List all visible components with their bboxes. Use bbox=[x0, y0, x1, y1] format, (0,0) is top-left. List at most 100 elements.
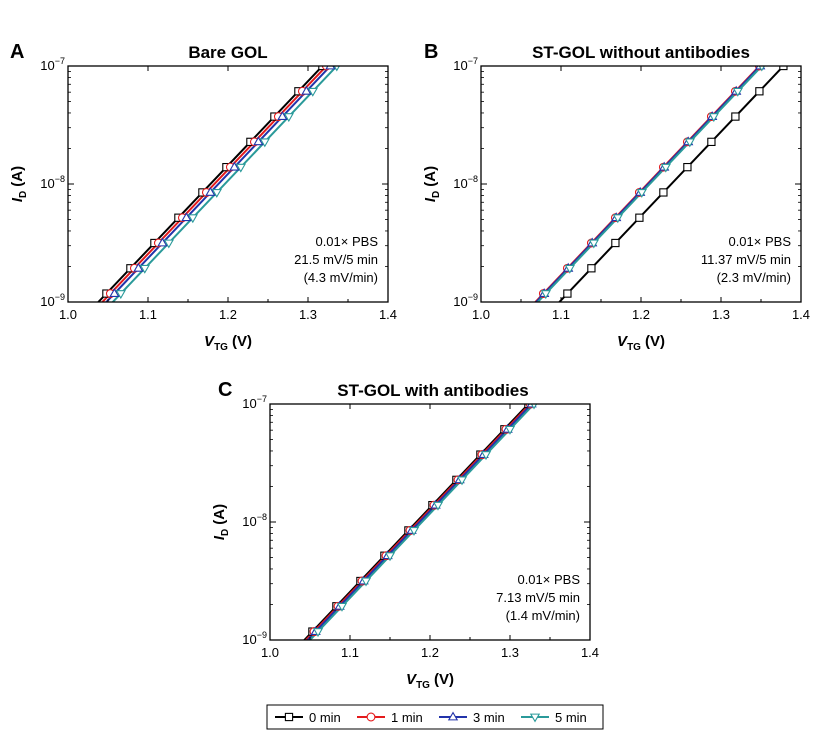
legend-marker bbox=[366, 712, 376, 722]
legend-label: 5 min bbox=[555, 710, 587, 725]
data-point bbox=[333, 66, 340, 72]
data-point bbox=[530, 404, 538, 410]
plot-area bbox=[534, 66, 788, 302]
data-point bbox=[408, 526, 420, 536]
data-point bbox=[115, 290, 126, 300]
x-axis-label: VTG (V) bbox=[406, 671, 454, 691]
data-point bbox=[384, 552, 396, 562]
y-tick-label: 10−9 bbox=[40, 292, 65, 309]
legend-marker bbox=[529, 713, 541, 723]
y-tick-label: 10−9 bbox=[453, 292, 478, 309]
data-point bbox=[611, 238, 620, 248]
data-point bbox=[684, 138, 695, 148]
annotation-line: 21.5 mV/5 min bbox=[294, 252, 378, 267]
data-point bbox=[181, 212, 192, 222]
data-point bbox=[259, 138, 270, 148]
data-point bbox=[588, 239, 599, 249]
annotation-line: 0.01× PBS bbox=[315, 234, 378, 249]
series-line-3-min bbox=[306, 404, 533, 640]
y-tick-label: 10−7 bbox=[242, 394, 267, 411]
chart-title: Bare GOL bbox=[188, 43, 267, 62]
data-point bbox=[731, 112, 740, 121]
x-tick-label: 1.4 bbox=[581, 645, 599, 660]
panel-letter: C bbox=[218, 379, 232, 401]
data-point bbox=[732, 87, 743, 97]
y-tick-label: 10−7 bbox=[453, 56, 478, 73]
legend-marker bbox=[284, 712, 294, 722]
x-tick-label: 1.3 bbox=[712, 307, 730, 322]
data-point bbox=[312, 628, 324, 638]
annotation-line: (1.4 mV/min) bbox=[506, 608, 580, 623]
annotation-line: 0.01× PBS bbox=[728, 234, 791, 249]
plot-area bbox=[303, 404, 538, 640]
legend: 0 min 1 min 3 min 5 min bbox=[266, 704, 604, 730]
data-point bbox=[205, 186, 216, 196]
x-tick-label: 1.0 bbox=[472, 307, 490, 322]
data-point bbox=[707, 137, 716, 147]
data-point bbox=[253, 136, 264, 146]
data-point bbox=[283, 113, 294, 123]
annotation-line: (4.3 mV/min) bbox=[304, 270, 378, 285]
data-point bbox=[211, 188, 222, 198]
data-point bbox=[504, 425, 516, 435]
series-line-3-min bbox=[534, 66, 762, 302]
panel-letter: A bbox=[10, 41, 24, 63]
y-axis-label: ID(A) bbox=[211, 504, 231, 540]
data-point bbox=[758, 66, 765, 72]
chart-title: ST-GOL with antibodies bbox=[337, 381, 528, 400]
annotation-line: 11.37 mV/5 min bbox=[701, 252, 791, 267]
y-tick-label: 10−8 bbox=[40, 174, 65, 191]
annotation-line: (2.3 mV/min) bbox=[717, 270, 791, 285]
data-point bbox=[235, 163, 246, 173]
data-point bbox=[456, 476, 468, 486]
data-point bbox=[564, 264, 575, 274]
x-tick-label: 1.1 bbox=[341, 645, 359, 660]
series-line-5-min bbox=[536, 66, 764, 302]
x-tick-label: 1.0 bbox=[261, 645, 279, 660]
y-axis-label: ID(A) bbox=[422, 166, 442, 202]
x-tick-label: 1.2 bbox=[219, 307, 237, 322]
x-tick-label: 1.3 bbox=[299, 307, 317, 322]
y-axis-label: ID(A) bbox=[9, 166, 29, 202]
data-point bbox=[277, 111, 288, 121]
legend-item: 1 min bbox=[357, 710, 423, 725]
chart-title: ST-GOL without antibodies bbox=[532, 43, 750, 62]
legend-label: 1 min bbox=[391, 710, 423, 725]
legend-item: 5 min bbox=[521, 710, 587, 725]
data-point bbox=[307, 87, 318, 97]
data-point bbox=[163, 239, 174, 249]
data-point bbox=[157, 237, 168, 247]
y-tick-label: 10−8 bbox=[242, 512, 267, 529]
legend-marker bbox=[447, 711, 459, 721]
legend-label: 3 min bbox=[473, 710, 505, 725]
data-point bbox=[301, 85, 312, 95]
y-tick-label: 10−7 bbox=[40, 56, 65, 73]
legend-item: 0 min bbox=[275, 710, 341, 725]
series-line-0-min bbox=[303, 404, 530, 640]
x-tick-label: 1.2 bbox=[421, 645, 439, 660]
x-tick-label: 1.1 bbox=[552, 307, 570, 322]
data-point bbox=[187, 214, 198, 224]
data-point bbox=[683, 162, 692, 172]
data-point bbox=[563, 289, 572, 298]
chart-panel-a: A Bare GOL 1.0 1.1 1.2 1.3 1.4 10−9 10−8 10−7 VTG(… bbox=[9, 41, 397, 353]
annotation-line: 7.13 mV/5 min bbox=[496, 590, 580, 605]
data-point bbox=[755, 87, 764, 96]
data-point bbox=[336, 602, 348, 612]
x-tick-label: 1.1 bbox=[139, 307, 157, 322]
series-line-5-min bbox=[111, 66, 339, 302]
y-tick-label: 10−9 bbox=[242, 630, 267, 647]
series-line-1-min bbox=[304, 404, 532, 640]
data-point bbox=[540, 290, 551, 300]
data-point bbox=[229, 161, 240, 171]
data-point bbox=[109, 288, 120, 298]
legend-label: 0 min bbox=[309, 710, 341, 725]
data-point bbox=[139, 264, 150, 274]
x-tick-label: 1.2 bbox=[632, 307, 650, 322]
data-point bbox=[635, 213, 644, 222]
x-tick-label: 1.4 bbox=[792, 307, 810, 322]
data-point bbox=[133, 262, 144, 272]
data-point bbox=[636, 188, 647, 198]
